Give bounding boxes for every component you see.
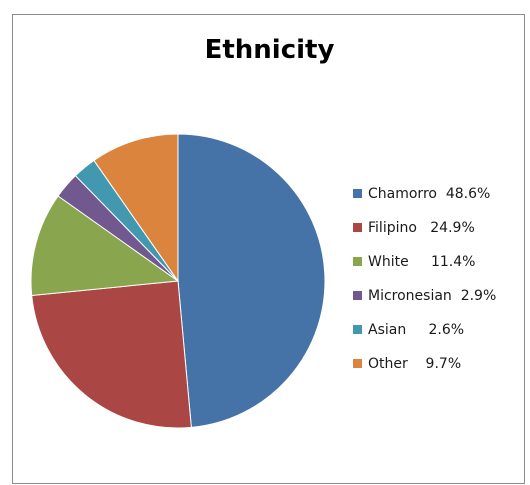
legend-item-micronesian: Micronesian 2.9% — [353, 288, 496, 308]
legend-swatch — [353, 256, 362, 266]
legend-label: Micronesian 2.9% — [368, 288, 497, 304]
legend: Chamorro 48.6% Filipino 24.9% White 11.4% M… — [353, 186, 496, 390]
chart-title: Ethnicity — [204, 35, 335, 65]
legend-item-white: White 11.4% — [353, 254, 496, 274]
legend-label: Other 9.7% — [368, 356, 462, 372]
pie-chart — [30, 133, 326, 429]
legend-item-other: Other 9.7% — [353, 356, 496, 376]
legend-item-filipino: Filipino 24.9% — [353, 220, 496, 240]
pie-slice-filipino — [31, 280, 192, 429]
legend-label: Asian 2.6% — [368, 322, 465, 338]
legend-swatch — [353, 188, 362, 198]
pie-slice-other — [93, 133, 179, 283]
legend-label: Chamorro 48.6% — [368, 186, 491, 202]
chart-frame: Ethnicity Chamorro 48.6% Filipino 24.9% Wh… — [12, 14, 525, 484]
legend-swatch — [353, 324, 362, 334]
legend-label: Filipino 24.9% — [368, 220, 475, 236]
pie-slice-white — [30, 195, 180, 297]
legend-item-asian: Asian 2.6% — [353, 322, 496, 342]
legend-swatch — [353, 222, 362, 232]
legend-item-chamorro: Chamorro 48.6% — [353, 186, 496, 206]
legend-swatch — [353, 290, 362, 300]
legend-label: White 11.4% — [368, 254, 476, 270]
legend-swatch — [353, 358, 362, 368]
pie-slice-chamorro — [177, 133, 326, 428]
